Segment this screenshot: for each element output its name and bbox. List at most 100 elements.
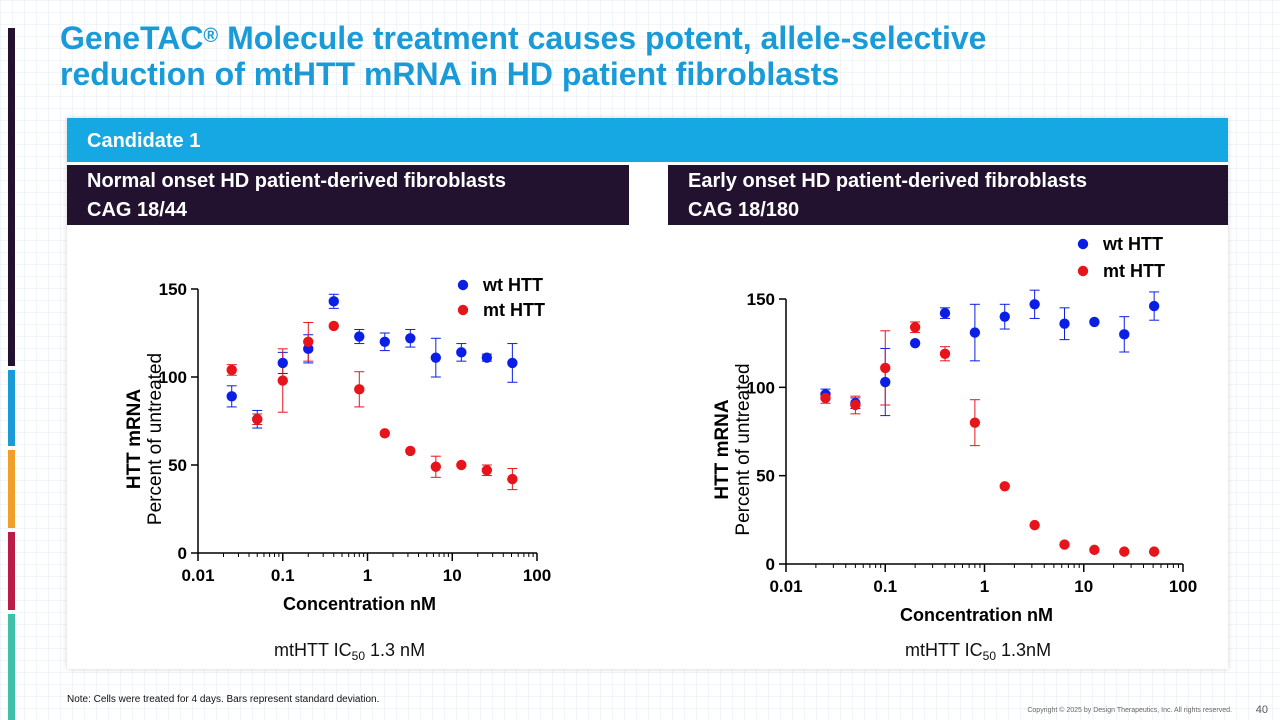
mt-htt-point <box>1059 539 1070 550</box>
wt-htt-point <box>277 357 288 369</box>
y-axis-label-subtitle: Percent of untreated <box>733 363 754 535</box>
panel-header-normal-onset: Normal onset HD patient-derived fibrobla… <box>67 165 629 225</box>
wt-htt-point <box>1089 316 1100 328</box>
candidate-label: Candidate 1 <box>67 118 1228 162</box>
legend-label-wt-htt: wt HTT <box>1102 234 1163 254</box>
ic50-value: 1.3nM <box>996 640 1052 660</box>
y-tick-label: 0 <box>766 555 775 574</box>
accent-bar-orange <box>8 450 15 528</box>
wt-htt-point <box>328 296 339 307</box>
accent-bar-navy <box>8 28 15 366</box>
legend-marker-wt-htt <box>457 279 469 291</box>
y-tick-label: 100 <box>159 368 187 387</box>
mt-htt-point <box>354 384 365 395</box>
wt-htt-point <box>969 327 981 338</box>
page-number: 40 <box>1255 704 1268 716</box>
mt-htt-point <box>405 445 416 457</box>
mt-htt-point <box>999 481 1010 492</box>
legend-marker-mt-htt <box>1077 265 1089 277</box>
mt-htt-point <box>507 473 518 485</box>
accent-bar-blue <box>8 370 15 446</box>
mt-htt-point <box>481 465 493 476</box>
y-tick-label: 150 <box>747 290 775 309</box>
legend-label-wt-htt: wt HTT <box>482 275 543 295</box>
mt-htt-point <box>969 417 981 428</box>
panel-header-title: Early onset HD patient-derived fibroblas… <box>688 170 1087 192</box>
x-tick-label: 1 <box>980 577 989 596</box>
wt-htt-point <box>507 357 518 369</box>
title-brand: GeneTAC <box>60 20 204 56</box>
mt-htt-point <box>379 428 390 439</box>
x-tick-label: 100 <box>1169 577 1197 596</box>
panel-header-cag: CAG 18/180 <box>688 199 800 221</box>
mt-htt-point <box>1119 546 1130 557</box>
wt-htt-point <box>909 337 921 349</box>
x-axis-label: Concentration nM <box>900 605 1053 625</box>
x-tick-label: 10 <box>1074 577 1093 596</box>
legend-label-mt-htt: mt HTT <box>1103 261 1165 281</box>
ic50-subscript: 50 <box>351 649 366 663</box>
legend-label-mt-htt: mt HTT <box>483 300 545 320</box>
wt-htt-point <box>379 336 390 347</box>
mt-htt-point <box>328 320 339 332</box>
panel-header-early-onset: Early onset HD patient-derived fibroblas… <box>668 165 1228 225</box>
mt-htt-point <box>1089 544 1100 556</box>
registered-mark: ® <box>203 25 219 47</box>
legend-marker-mt-htt <box>457 304 469 316</box>
wt-htt-point <box>1148 300 1160 312</box>
wt-htt-point <box>1029 299 1040 310</box>
panel-header-cag: CAG 18/44 <box>87 199 188 221</box>
x-tick-label: 100 <box>523 566 551 585</box>
legend-marker-wt-htt <box>1077 238 1089 250</box>
x-tick-label: 1 <box>363 566 372 585</box>
mt-htt-point <box>277 375 288 386</box>
y-tick-label: 100 <box>747 378 775 397</box>
ic50-value-normal-onset: mtHTT IC50 1.3 nM <box>274 640 426 663</box>
wt-htt-point <box>430 352 442 363</box>
wt-htt-point <box>456 347 467 358</box>
x-tick-label: 0.01 <box>181 566 214 585</box>
x-tick-label: 10 <box>443 566 462 585</box>
mt-htt-point <box>430 461 442 472</box>
x-tick-label: 0.1 <box>271 566 295 585</box>
y-tick-label: 0 <box>178 544 187 563</box>
y-axis-label-title: HTT mRNA <box>124 389 145 490</box>
mt-htt-point <box>252 414 263 425</box>
mt-htt-point <box>226 364 237 376</box>
ic50-label: mtHTT IC <box>274 640 352 660</box>
mt-htt-point <box>303 336 314 347</box>
y-tick-label: 150 <box>159 280 187 299</box>
ic50-subscript: 50 <box>982 649 997 663</box>
wt-htt-point <box>880 376 891 388</box>
wt-htt-point <box>354 331 365 342</box>
y-tick-label: 50 <box>756 467 775 486</box>
ic50-label: mtHTT IC <box>905 640 983 660</box>
ic50-value-early-onset: mtHTT IC50 1.3nM <box>905 640 1052 663</box>
mt-htt-point <box>939 348 951 359</box>
mt-htt-point <box>1029 519 1040 531</box>
x-tick-label: 0.01 <box>769 577 802 596</box>
y-axis-label-subtitle: Percent of untreated <box>145 353 166 525</box>
chart-early-onset: 0 50 100 150 0.01 0.1 1 10 100 Concentration nM HT… <box>712 234 1197 625</box>
wt-htt-point <box>226 391 237 402</box>
accent-bar-crimson <box>8 532 15 610</box>
y-axis-label-title: HTT mRNA <box>712 399 733 500</box>
wt-htt-point <box>1059 318 1070 329</box>
mt-htt-point <box>1148 546 1160 557</box>
accent-bar-teal <box>8 614 15 720</box>
wt-htt-point <box>939 307 951 319</box>
title-line2: reduction of mtHTT mRNA in HD patient fi… <box>60 56 840 92</box>
x-axis-label: Concentration nM <box>283 594 436 614</box>
title-line1-rest: Molecule treatment causes potent, allele… <box>218 20 987 56</box>
panel-header-title: Normal onset HD patient-derived fibrobla… <box>87 170 506 192</box>
results-card: Candidate 1 Normal onset HD patient-deri… <box>67 118 1228 669</box>
mt-htt-point <box>909 322 921 333</box>
footnote: Note: Cells were treated for 4 days. Bar… <box>67 694 380 705</box>
mt-htt-point <box>820 392 831 404</box>
wt-htt-point <box>405 333 416 344</box>
ic50-value: 1.3 nM <box>365 640 426 660</box>
copyright-notice: Copyright © 2025 by Design Therapeutics,… <box>1027 707 1232 714</box>
wt-htt-point <box>1119 329 1130 340</box>
chart-normal-onset: 0 50 100 150 0.01 0.1 1 10 100 Concentration nM HT… <box>124 275 551 614</box>
wt-htt-point <box>481 352 493 363</box>
